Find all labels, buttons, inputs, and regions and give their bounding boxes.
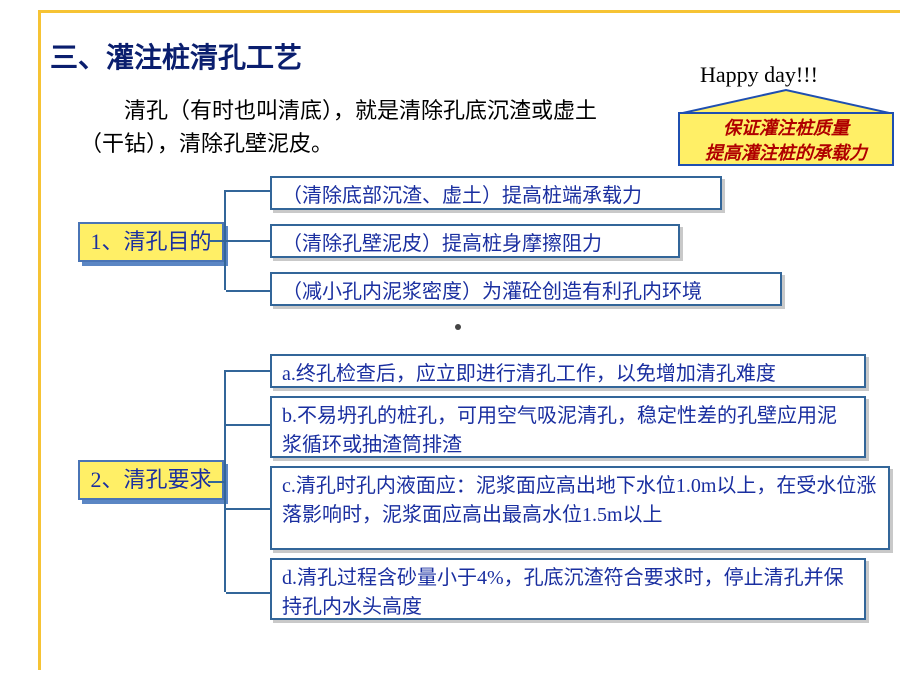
item-text: b.不易坍孔的桩孔，可用空气吸泥清孔，稳定性差的孔壁应用泥浆循环或抽渣筒排渣 <box>270 396 866 458</box>
slide-title: 三、灌注桩清孔工艺 <box>50 36 302 76</box>
section2-item: a.终孔检查后，应立即进行清孔工作，以免增加清孔难度 <box>270 354 866 388</box>
item-text: c.清孔时孔内液面应：泥浆面应高出地下水位1.0m以上，在受水位涨落影响时，泥浆… <box>270 466 890 550</box>
section2-item: b.不易坍孔的桩孔，可用空气吸泥清孔，稳定性差的孔壁应用泥浆循环或抽渣筒排渣 <box>270 396 866 458</box>
section1-item: （减小孔内泥浆密度）为灌砼创造有利孔内环境 <box>270 272 782 306</box>
section1-label: 1、清孔目的 <box>78 222 224 262</box>
item-text: d.清孔过程含砂量小于4%，孔底沉渣符合要求时，停止清孔并保持孔内水头高度 <box>270 558 866 620</box>
item-text: （减小孔内泥浆密度）为灌砼创造有利孔内环境 <box>270 272 782 306</box>
intro-text: 清孔（有时也叫清底），就是清除孔底沉渣或虚土（干钻），清除孔壁泥皮。 <box>80 94 640 160</box>
section2-bracket <box>224 370 270 592</box>
label-face: 2、清孔要求 <box>78 460 224 500</box>
item-text: a.终孔检查后，应立即进行清孔工作，以免增加清孔难度 <box>270 354 866 388</box>
section2-label: 2、清孔要求 <box>78 460 224 500</box>
section2-item: d.清孔过程含砂量小于4%，孔底沉渣符合要求时，停止清孔并保持孔内水头高度 <box>270 558 866 620</box>
arrow-line1: 保证灌注桩质量 <box>680 116 892 141</box>
section1-bracket <box>224 190 270 290</box>
section1-item: （清除底部沉渣、虚土）提高桩端承载力 <box>270 176 722 210</box>
arrow-callout: 保证灌注桩质量 提高灌注桩的承载力 <box>678 112 894 166</box>
center-dot <box>455 324 461 330</box>
arrow-line2: 提高灌注桩的承载力 <box>680 141 892 166</box>
item-text: （清除底部沉渣、虚土）提高桩端承载力 <box>270 176 722 210</box>
happy-text: Happy day!!! <box>700 62 818 88</box>
section1-item: （清除孔壁泥皮）提高桩身摩擦阻力 <box>270 224 680 258</box>
label-face: 1、清孔目的 <box>78 222 224 262</box>
item-text: （清除孔壁泥皮）提高桩身摩擦阻力 <box>270 224 680 258</box>
section2-item: c.清孔时孔内液面应：泥浆面应高出地下水位1.0m以上，在受水位涨落影响时，泥浆… <box>270 466 890 550</box>
